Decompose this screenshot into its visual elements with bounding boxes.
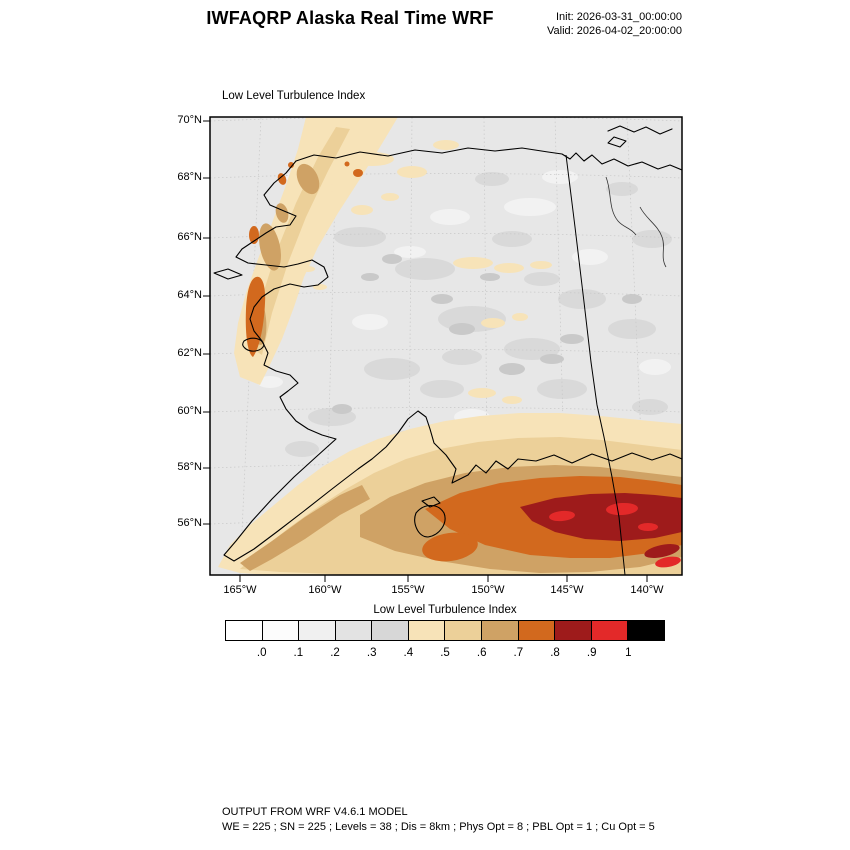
lat-label-56n: 56°N [177,517,202,529]
colorbar-tick-label: .5 [440,647,450,659]
coastline [213,125,682,562]
nunivak-island [242,337,265,352]
colorbar-cell [225,620,263,641]
colorbar-cell [261,620,300,641]
page-title: IWFAQRP Alaska Real Time WRF [206,8,494,28]
colorbar-tick-label: .0 [256,647,267,659]
lat-label-60n: 60°N [177,405,202,417]
colorbar [225,620,665,641]
run-info: Init: 2026-03-31_00:00:00 Valid: 2026-04… [460,10,682,38]
afognak-island [421,496,441,508]
turbulence-contours [218,117,682,575]
kodiak-island [414,504,446,538]
lon-label-155w: 155°W [391,584,425,596]
colorbar-cell [627,620,665,641]
valid-time: Valid: 2026-04-02_20:00:00 [547,25,682,37]
colorbar-cell [407,620,446,641]
colorbar-cell [517,620,556,641]
colorbar-tick-label: 1 [625,647,632,659]
colorbar-cell [444,620,483,641]
colorbar-tick-label: .6 [476,647,487,659]
init-time: Init: 2026-03-31_00:00:00 [556,11,682,23]
rivers [605,176,667,268]
map-title: Low Level Turbulence Index [222,90,366,102]
lon-label-140w: 140°W [630,584,664,596]
gray-mottle-dark [332,254,642,414]
lon-label-145w: 145°W [550,584,584,596]
colorbar-cell [334,620,373,641]
lon-label-165w: 165°W [223,584,257,596]
lat-label-58n: 58°N [177,461,202,473]
colorbar-tick-label: .2 [330,647,340,659]
colorbar-tick-label: .1 [293,647,304,659]
map-frame [209,116,683,576]
lat-label-68n: 68°N [177,171,202,183]
arctic-islands [607,125,673,135]
colorbar-tick-label: .3 [366,647,377,659]
lat-label-62n: 62°N [177,347,202,359]
colorbar-cell [371,620,409,641]
colorbar-tick-label: .4 [403,647,414,659]
lon-label-160w: 160°W [308,584,342,596]
lat-label-64n: 64°N [177,289,202,301]
colorbar-cell [590,620,629,641]
lat-label-66n: 66°N [177,231,202,243]
lat-label-70n: 70°N [177,114,202,126]
axis-ticks [203,120,648,582]
colorbar-title: Low Level Turbulence Index [373,604,517,616]
political-border [565,154,626,575]
colorbar-cell [298,620,336,641]
turbulence-map [203,116,683,582]
st-lawrence-island [213,268,243,280]
colorbar-cell [481,620,519,641]
model-output-line: OUTPUT FROM WRF V4.6.1 MODEL [222,806,408,818]
model-config-line: WE = 225 ; SN = 225 ; Levels = 38 ; Dis … [222,821,655,833]
colorbar-tick-label: .8 [550,647,560,659]
colorbar-cell [554,620,592,641]
colorbar-tick-label: .9 [586,647,597,659]
colorbar-tick-label: .7 [513,647,524,659]
lon-label-150w: 150°W [471,584,505,596]
